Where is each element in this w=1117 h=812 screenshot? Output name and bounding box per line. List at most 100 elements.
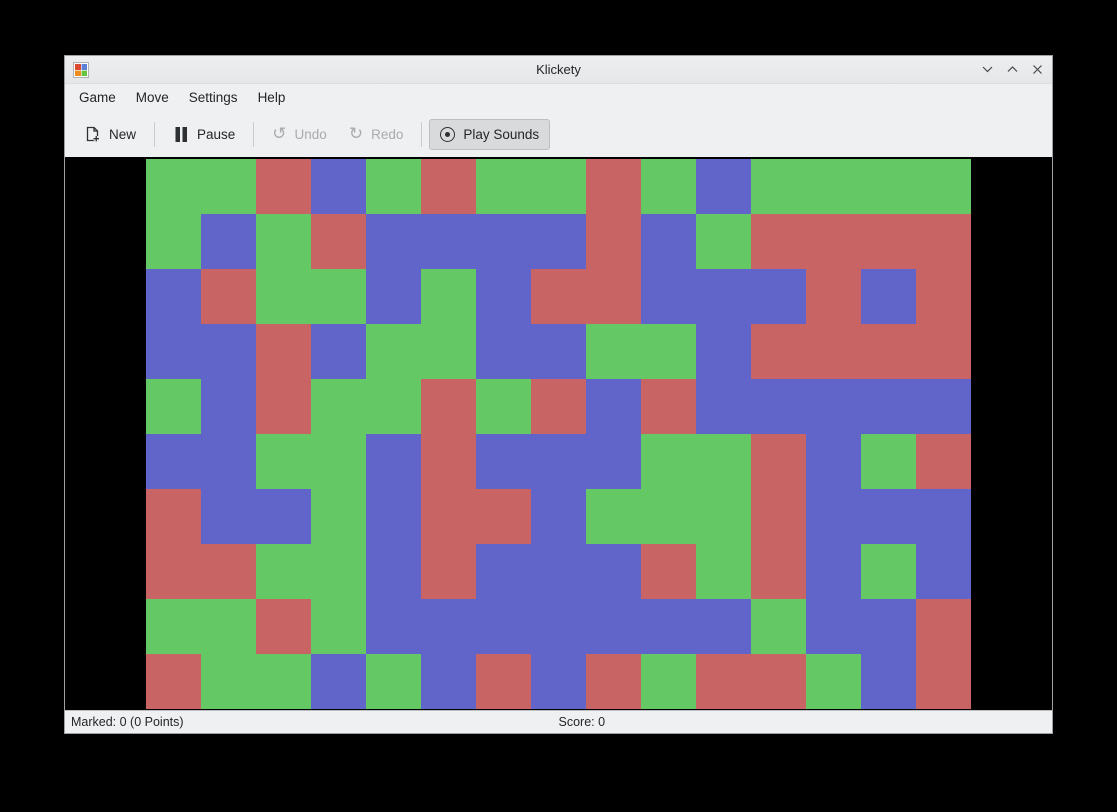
board-cell[interactable] [476,543,531,599]
board-cell[interactable] [696,543,751,599]
board-cell[interactable] [806,488,861,544]
board-cell[interactable] [311,158,366,214]
board-cell[interactable] [201,213,256,269]
board-cell[interactable] [916,158,971,214]
board-cell[interactable] [806,653,861,709]
board-cell[interactable] [421,323,476,379]
board-cell[interactable] [751,158,806,214]
board-cell[interactable] [256,158,311,214]
board-cell[interactable] [201,158,256,214]
board-cell[interactable] [366,598,421,654]
board-cell[interactable] [641,323,696,379]
board-cell[interactable] [861,433,916,489]
board-cell[interactable] [421,653,476,709]
board-cell[interactable] [531,433,586,489]
board-cell[interactable] [861,543,916,599]
board-cell[interactable] [586,378,641,434]
board-cell[interactable] [531,268,586,324]
board-cell[interactable] [476,488,531,544]
board-cell[interactable] [256,543,311,599]
board-cell[interactable] [751,323,806,379]
board-cell[interactable] [696,378,751,434]
board-cell[interactable] [311,598,366,654]
board-cell[interactable] [366,433,421,489]
board-cell[interactable] [476,653,531,709]
board-cell[interactable] [806,158,861,214]
board-cell[interactable] [916,543,971,599]
board-cell[interactable] [366,323,421,379]
board-cell[interactable] [751,653,806,709]
board-cell[interactable] [916,653,971,709]
board-cell[interactable] [366,213,421,269]
menu-help[interactable]: Help [257,90,286,105]
board-cell[interactable] [531,653,586,709]
board-cell[interactable] [531,543,586,599]
board-cell[interactable] [641,653,696,709]
board-cell[interactable] [476,433,531,489]
board-cell[interactable] [531,378,586,434]
board-cell[interactable] [696,158,751,214]
board-cell[interactable] [641,268,696,324]
app-icon[interactable] [73,61,89,78]
board-cell[interactable] [806,323,861,379]
board-cell[interactable] [421,543,476,599]
board-cell[interactable] [366,488,421,544]
board-cell[interactable] [476,158,531,214]
undo-button[interactable]: ↺ Undo [261,118,338,150]
board-cell[interactable] [861,598,916,654]
board-cell[interactable] [861,158,916,214]
board-cell[interactable] [586,543,641,599]
board-cell[interactable] [586,323,641,379]
board-cell[interactable] [201,433,256,489]
board-cell[interactable] [586,598,641,654]
board-cell[interactable] [256,268,311,324]
board-cell[interactable] [696,653,751,709]
board-cell[interactable] [641,543,696,599]
board-cell[interactable] [751,378,806,434]
board-cell[interactable] [476,213,531,269]
board-cell[interactable] [256,323,311,379]
board-cell[interactable] [476,323,531,379]
board-cell[interactable] [751,433,806,489]
board-cell[interactable] [421,598,476,654]
board-cell[interactable] [146,488,201,544]
board-cell[interactable] [201,543,256,599]
board-cell[interactable] [146,433,201,489]
board-cell[interactable] [201,653,256,709]
new-button[interactable]: New [73,117,147,151]
board-cell[interactable] [586,268,641,324]
board-cell[interactable] [696,488,751,544]
board-cell[interactable] [586,488,641,544]
board-cell[interactable] [916,323,971,379]
board-cell[interactable] [256,598,311,654]
board-cell[interactable] [586,433,641,489]
board-cell[interactable] [311,488,366,544]
board-cell[interactable] [366,268,421,324]
board-cell[interactable] [311,433,366,489]
board-cell[interactable] [916,268,971,324]
board-cell[interactable] [366,653,421,709]
board-cell[interactable] [256,433,311,489]
titlebar[interactable]: Klickety [65,56,1052,84]
menu-game[interactable]: Game [79,90,116,105]
board-cell[interactable] [201,268,256,324]
board-cell[interactable] [806,598,861,654]
board-cell[interactable] [916,433,971,489]
board-cell[interactable] [861,213,916,269]
pause-button[interactable]: Pause [162,118,246,151]
board-cell[interactable] [201,488,256,544]
board-cell[interactable] [421,433,476,489]
board-cell[interactable] [201,598,256,654]
board-cell[interactable] [806,433,861,489]
board-cell[interactable] [696,433,751,489]
board-cell[interactable] [531,213,586,269]
board-cell[interactable] [806,378,861,434]
board-cell[interactable] [421,158,476,214]
board-cell[interactable] [696,268,751,324]
board-cell[interactable] [311,213,366,269]
board-cell[interactable] [806,268,861,324]
board-cell[interactable] [366,378,421,434]
board-cell[interactable] [146,323,201,379]
board-cell[interactable] [476,598,531,654]
board-cell[interactable] [421,268,476,324]
